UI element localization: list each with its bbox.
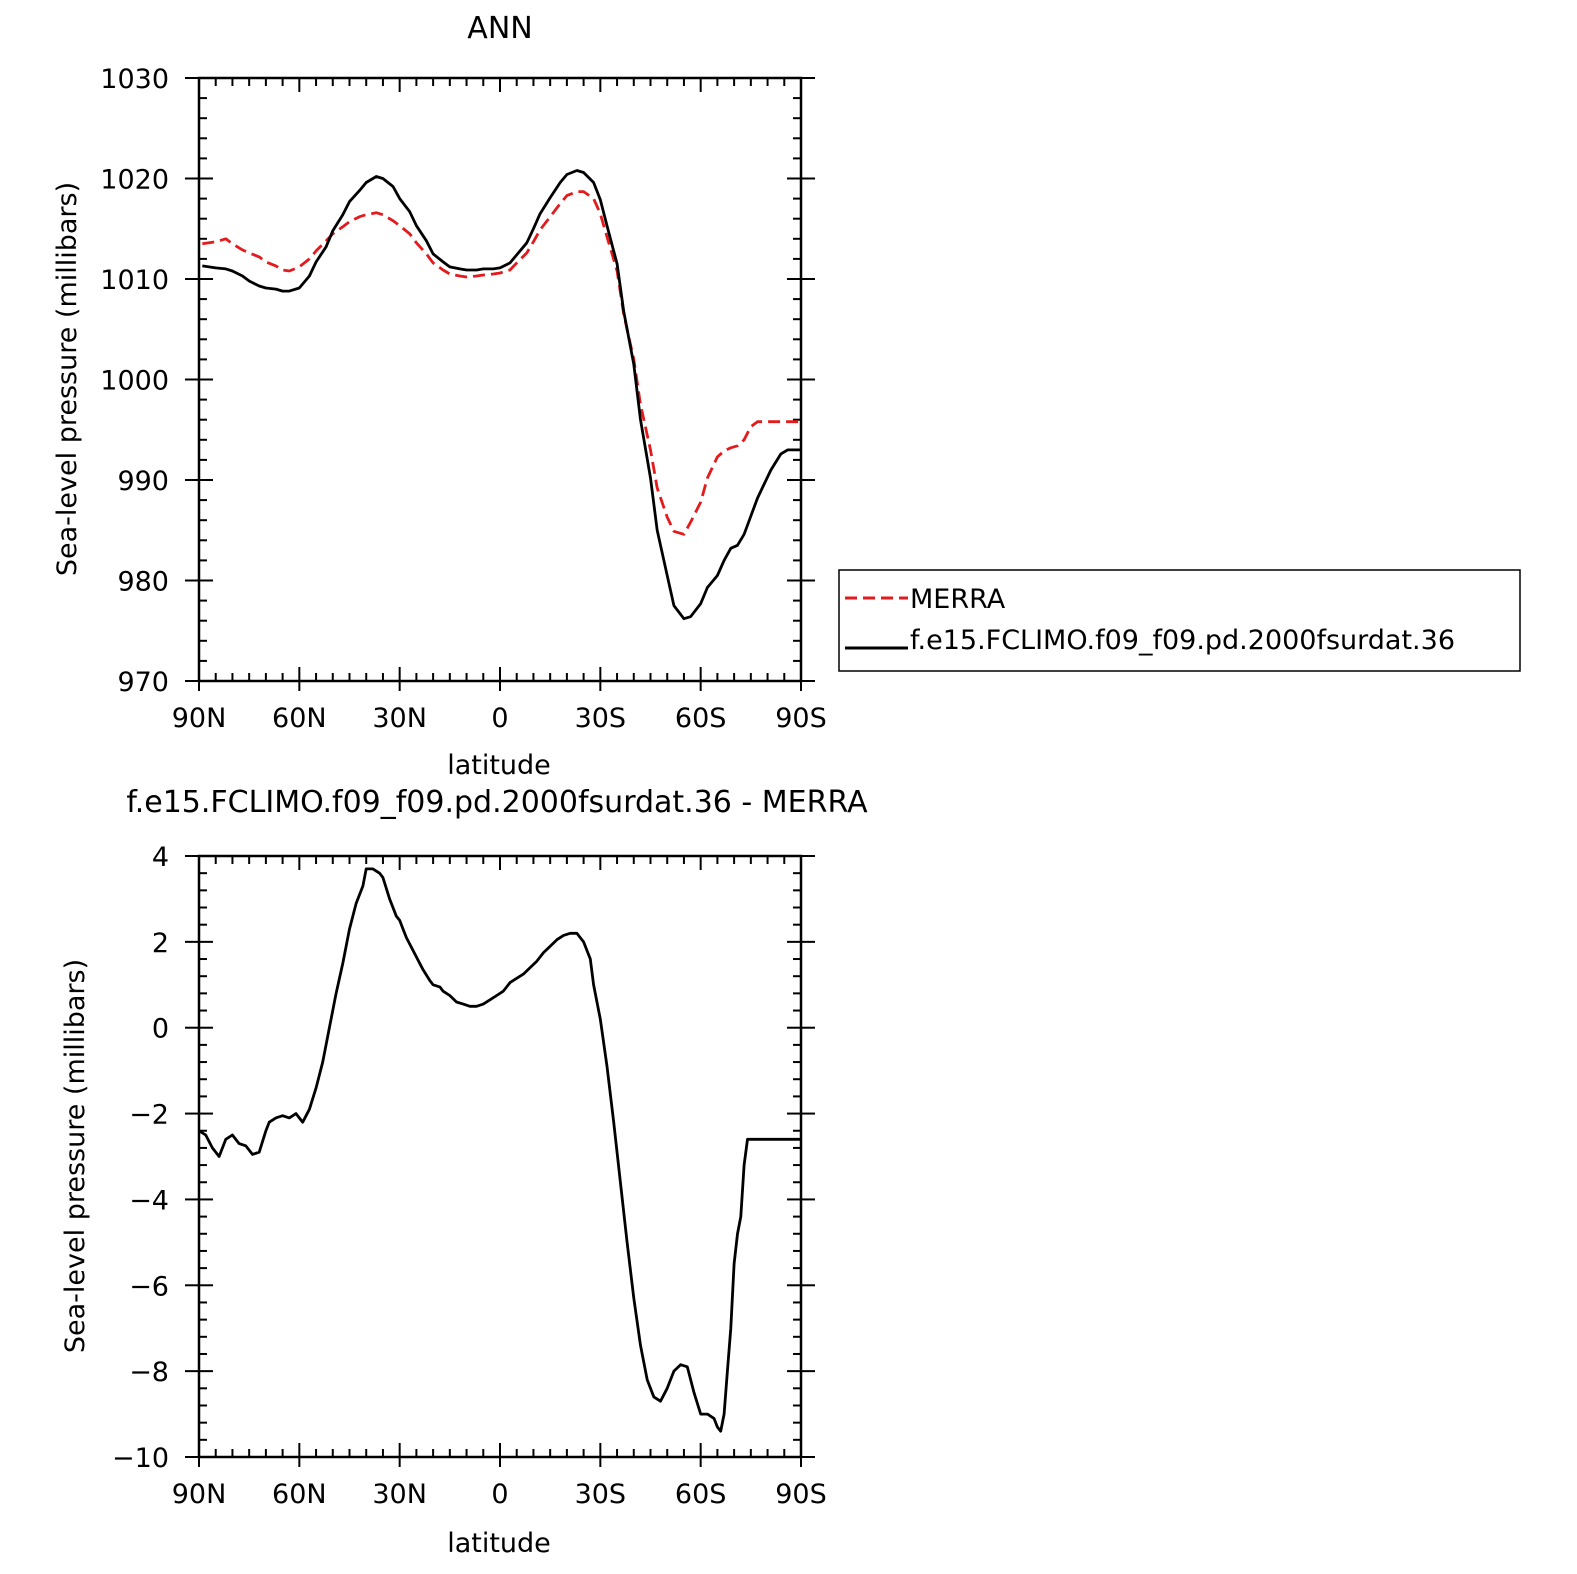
bottom-panel: f.e15.FCLIMO.f09_f09.pd.2000fsurdat.36 -… — [60, 785, 868, 1559]
top-y-tick-label: 1030 — [100, 64, 169, 95]
top-x-tick-label: 60S — [675, 703, 727, 734]
bottom-y-tick-label: 4 — [152, 842, 169, 873]
bottom-y-tick-label: 0 — [152, 1014, 169, 1045]
top-y-axis-label: Sea-level pressure (millibars) — [52, 182, 83, 576]
bottom-x-tick-label: 90N — [172, 1479, 227, 1510]
bottom-chart-title: f.e15.FCLIMO.f09_f09.pd.2000fsurdat.36 -… — [126, 785, 868, 820]
bottom-x-tick-label: 60N — [272, 1479, 327, 1510]
bottom-x-tick-label: 60S — [675, 1479, 727, 1510]
top-frame — [197, 76, 803, 683]
top-x-tick-label: 30S — [575, 703, 627, 734]
top-y-tick-label: 1000 — [100, 366, 169, 397]
top-y-tick-label: 990 — [117, 466, 169, 497]
bottom-series-line-0 — [198, 867, 801, 1433]
bottom-y-tick-label: −4 — [129, 1185, 169, 1216]
bottom-y-tick-label: 2 — [152, 928, 169, 959]
bottom-frame — [197, 854, 803, 1459]
bottom-y-axis-label: Sea-level pressure (millibars) — [60, 959, 91, 1353]
legend-box — [838, 569, 1521, 672]
legend-label-model: f.e15.FCLIMO.f09_f09.pd.2000fsurdat.36 — [910, 625, 1455, 656]
top-y-tick-label: 1010 — [100, 265, 169, 296]
legend-label-merra: MERRA — [910, 584, 1006, 615]
top-panel: ANN 90N 60N 30N 0 30S 60S 90S 970 980 990 1000 1010… — [52, 11, 827, 781]
legend: MERRA f.e15.FCLIMO.f09_f09.pd.2000fsurda… — [838, 569, 1521, 672]
bottom-y-tick-label: −6 — [129, 1271, 169, 1302]
top-x-tick-label: 0 — [491, 703, 508, 734]
top-x-tick-label: 90N — [172, 703, 227, 734]
top-chart-title: ANN — [467, 11, 532, 46]
top-y-tick-label: 980 — [117, 567, 169, 598]
top-plot-area: 90N 60N 30N 0 30S 60S 90S 970 980 990 1000 1010 1020… — [100, 64, 826, 734]
top-x-tick-label: 30N — [372, 703, 427, 734]
top-x-tick-label: 90S — [775, 703, 827, 734]
bottom-x-tick-label: 30S — [575, 1479, 627, 1510]
bottom-y-tick-label: −8 — [129, 1357, 169, 1388]
top-x-tick-label: 60N — [272, 703, 327, 734]
top-y-tick-label: 970 — [117, 667, 169, 698]
top-y-tick-label: 1020 — [100, 165, 169, 196]
bottom-y-tick-label: −2 — [129, 1100, 169, 1131]
bottom-x-tick-label: 90S — [775, 1479, 827, 1510]
top-series-line-0 — [202, 190, 801, 536]
top-x-axis-label: latitude — [447, 750, 551, 781]
bottom-x-tick-label: 30N — [372, 1479, 427, 1510]
bottom-x-axis-label: latitude — [447, 1528, 551, 1559]
bottom-x-tick-label: 0 — [491, 1479, 508, 1510]
bottom-y-tick-label: −10 — [112, 1443, 169, 1474]
top-series-line-1 — [202, 169, 801, 621]
bottom-plot-area: 90N 60N 30N 0 30S 60S 90S 4 2 0 −2 −4 −6 −8 −10 — [112, 842, 827, 1510]
